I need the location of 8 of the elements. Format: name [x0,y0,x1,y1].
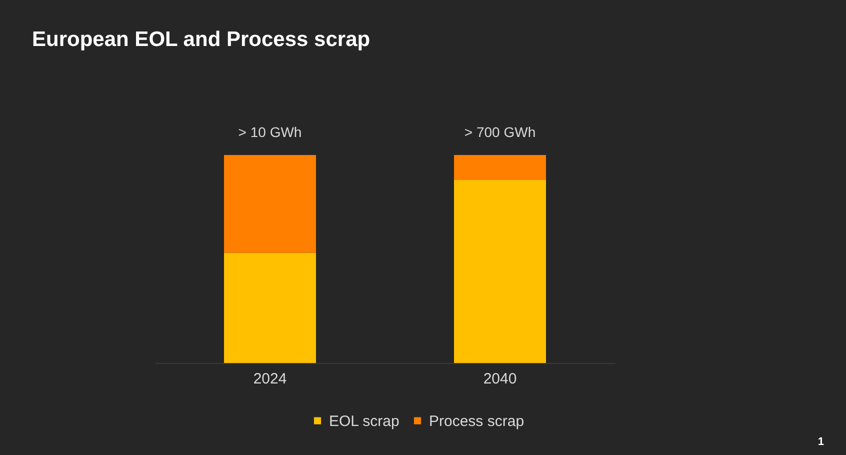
x-tick-label: 2024 [253,370,287,388]
text: 1 [818,436,824,448]
legend-label: EOL scrap [329,412,400,430]
total-label: > 10 GWh [238,124,302,140]
x-tick-label: 2040 [483,370,517,388]
legend-label: Process scrap [429,412,524,430]
total-label: > 700 GWh [464,124,536,140]
chart-title: European EOL and Process scrap [32,28,370,52]
